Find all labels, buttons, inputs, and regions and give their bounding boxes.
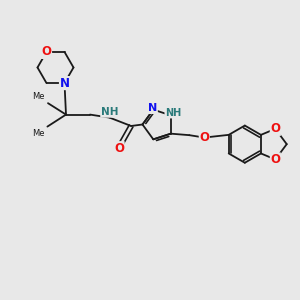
- Text: NH: NH: [101, 107, 118, 117]
- Text: O: O: [199, 131, 209, 144]
- Text: N: N: [59, 76, 70, 90]
- Text: Me: Me: [32, 92, 44, 101]
- Text: NH: NH: [165, 108, 181, 118]
- Text: Me: Me: [32, 129, 44, 138]
- Text: O: O: [114, 142, 124, 155]
- Text: O: O: [270, 122, 280, 135]
- Text: O: O: [270, 153, 280, 166]
- Text: O: O: [41, 45, 52, 58]
- Text: N: N: [148, 103, 157, 113]
